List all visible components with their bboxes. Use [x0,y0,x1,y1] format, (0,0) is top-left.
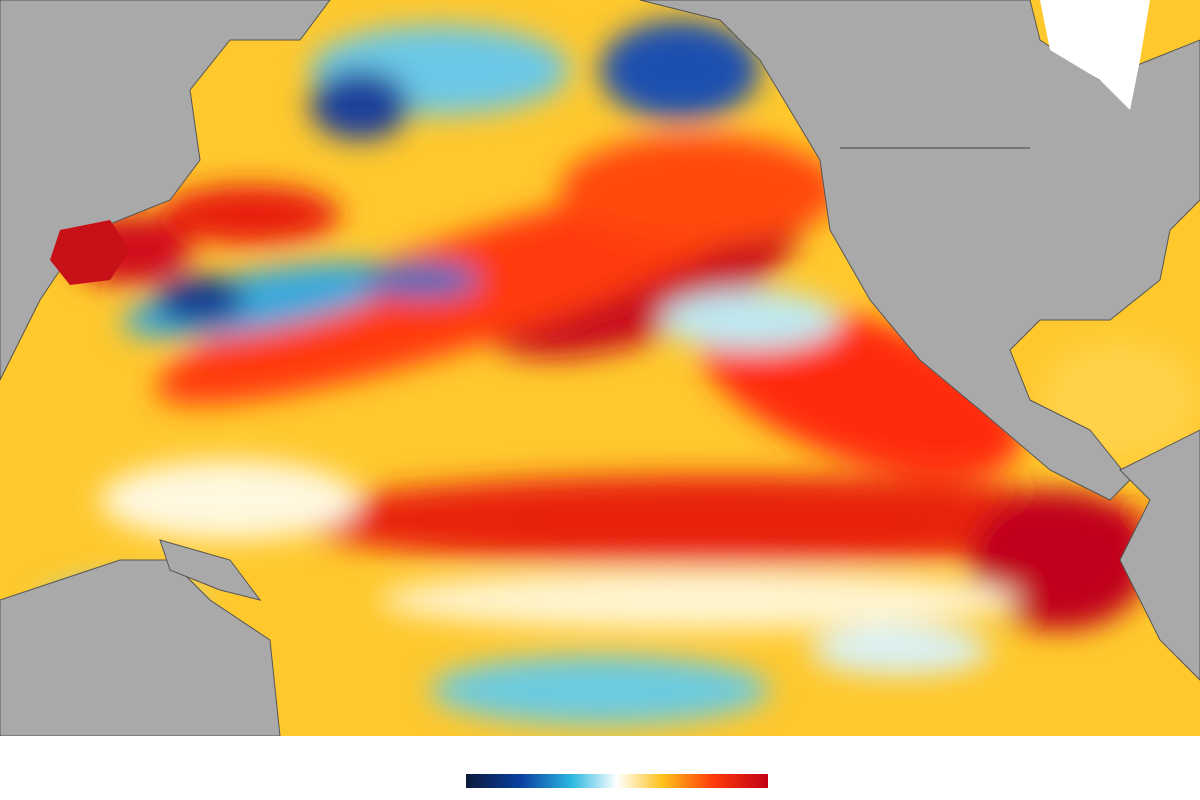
north-america [639,0,1200,501]
map-area [0,0,1200,736]
cold-patch [600,20,760,120]
asia [0,0,331,381]
land [0,0,1200,736]
equatorial-warm-band [290,475,1150,565]
cold-patch [310,70,410,140]
cool-patch [810,625,990,675]
south-america [1119,429,1200,681]
new-guinea [159,539,262,601]
neutral-band [380,570,1020,630]
warm-patch [560,135,840,245]
australia [0,559,281,736]
ice-cover [1040,0,1150,110]
legend-strip [0,736,1200,800]
cool-patch [430,655,770,725]
warm-patch [160,185,340,245]
cool-patch [660,290,840,350]
neutral-patch [100,460,360,540]
cold-patch [155,275,245,325]
japan-sea-warm [50,220,130,285]
cold-patch [360,262,480,298]
color-scale-bar [466,774,768,788]
